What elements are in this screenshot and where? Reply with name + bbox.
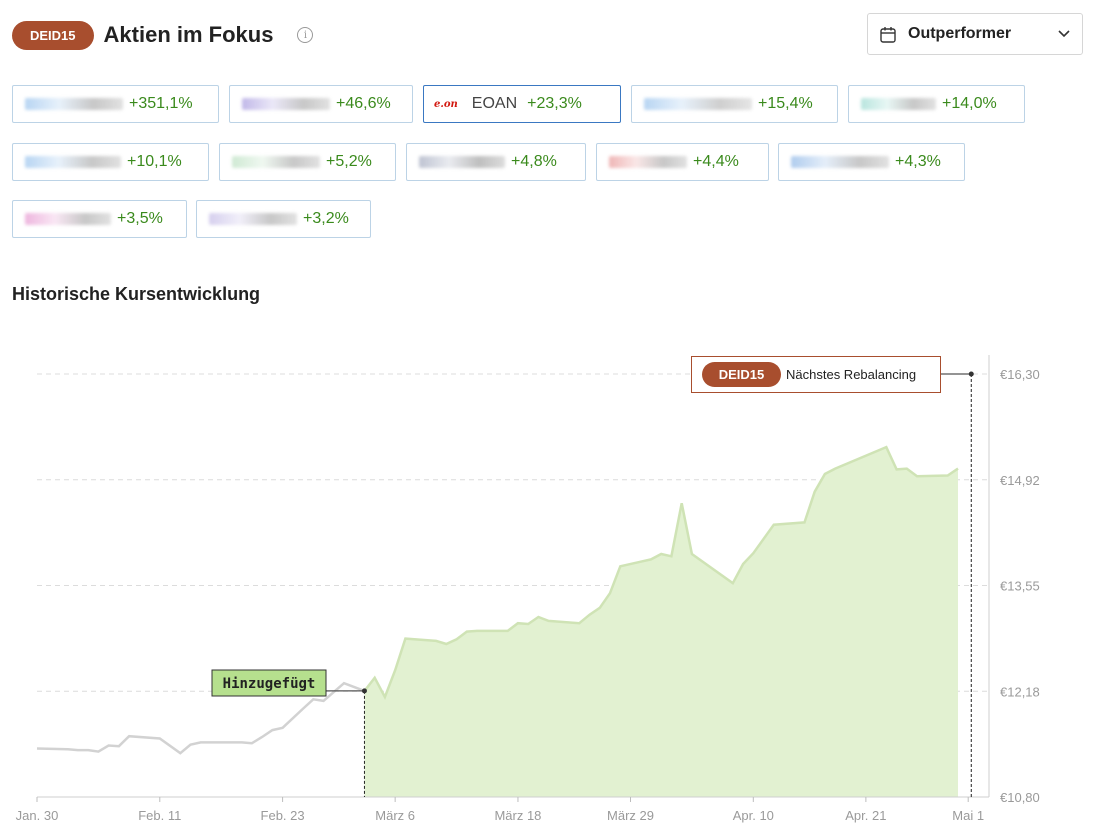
stock-ticker: EOAN xyxy=(471,95,518,112)
y-tick-label: €10,80 xyxy=(1000,790,1040,805)
rebalance-label: Nächstes Rebalancing xyxy=(786,367,916,382)
stock-performance: +4,4% xyxy=(693,153,739,170)
stock-performance: +351,1% xyxy=(129,95,193,112)
stock-performance: +46,6% xyxy=(336,95,391,112)
x-tick-label: Apr. 10 xyxy=(733,808,774,823)
chart-markers: Hinzugefügt DEID15 Nächstes Rebalancing xyxy=(211,356,974,797)
stock-logo xyxy=(644,98,752,110)
added-label: Hinzugefügt xyxy=(223,676,316,692)
eon-logo: e.on xyxy=(434,98,458,110)
chevron-down-icon xyxy=(1058,30,1070,38)
page-title: Aktien im Fokus xyxy=(103,22,274,47)
section-title: Historische Kursentwicklung xyxy=(12,284,261,304)
y-tick-label: €13,55 xyxy=(1000,579,1040,594)
stock-performance: +3,2% xyxy=(303,210,349,227)
stock-chip[interactable]: +4,8% xyxy=(406,143,586,181)
filter-dropdown[interactable]: Outperformer xyxy=(867,13,1083,55)
stock-chip[interactable]: +3,2% xyxy=(196,200,371,238)
x-tick-label: Feb. 23 xyxy=(261,808,305,823)
stock-performance: +3,5% xyxy=(117,210,163,227)
stock-performance: +4,8% xyxy=(511,153,557,170)
stock-chip[interactable]: +15,4% xyxy=(631,85,838,123)
x-tick-label: Jan. 30 xyxy=(16,808,59,823)
index-badge[interactable]: DEID15 xyxy=(12,20,94,50)
x-tick-label: März 29 xyxy=(607,808,654,823)
stock-chip[interactable]: +46,6% xyxy=(229,85,413,123)
x-tick-label: Apr. 21 xyxy=(845,808,886,823)
stock-performance: +5,2% xyxy=(326,153,372,170)
stock-logo xyxy=(791,156,889,168)
header: DEID15 Aktien im Fokus i xyxy=(12,14,314,56)
stock-performance: +10,1% xyxy=(127,153,182,170)
stock-performance: +23,3% xyxy=(527,95,582,112)
rebalance-badge xyxy=(702,362,781,387)
y-tick-label: €12,18 xyxy=(1000,684,1040,699)
dropdown-label: Outperformer xyxy=(908,25,1012,42)
stock-logo xyxy=(861,98,936,110)
price-line-before-added xyxy=(36,681,365,755)
stock-logo xyxy=(209,213,297,225)
stock-performance: +15,4% xyxy=(758,95,813,112)
stock-logo xyxy=(419,156,505,168)
x-tick-label: Feb. 11 xyxy=(138,808,181,823)
added-point xyxy=(361,688,367,694)
rebalance-point xyxy=(968,371,974,377)
stock-logo xyxy=(242,98,330,110)
price-area-fill xyxy=(364,447,958,797)
stock-chip[interactable]: +351,1% xyxy=(12,85,219,123)
chart-axes: €16,30 €14,92 €13,55 €12,18 €10,80 Jan. 30 Feb… xyxy=(16,355,1040,823)
x-tick-label: März 6 xyxy=(375,808,415,823)
stock-performance: +4,3% xyxy=(895,153,941,170)
stock-chip[interactable]: +10,1% xyxy=(12,143,209,181)
calendar-icon xyxy=(880,26,896,43)
y-tick-label: €14,92 xyxy=(1000,473,1040,488)
y-tick-label: €16,30 xyxy=(1000,367,1040,382)
stock-logo xyxy=(25,98,123,110)
x-tick-label: März 18 xyxy=(494,808,541,823)
stock-chip[interactable]: +4,3% xyxy=(778,143,965,181)
stock-logo xyxy=(25,213,111,225)
x-tick-label: Mai 1 xyxy=(952,808,984,823)
stock-chip[interactable]: +5,2% xyxy=(219,143,396,181)
stock-performance: +14,0% xyxy=(942,95,997,112)
stock-chip[interactable]: +4,4% xyxy=(596,143,769,181)
price-line-after-added xyxy=(363,445,959,701)
stock-logo xyxy=(25,156,121,168)
stock-logo xyxy=(609,156,687,168)
rebalance-badge-text: DEID15 xyxy=(719,367,765,382)
info-icon[interactable]: i xyxy=(297,27,314,43)
stock-logo xyxy=(232,156,320,168)
added-label-box xyxy=(211,669,327,697)
stock-chip[interactable]: +3,5% xyxy=(12,200,187,238)
stock-chip[interactable]: +14,0% xyxy=(848,85,1025,123)
stock-chip-selected[interactable]: e.on EOAN +23,3% xyxy=(423,85,621,123)
